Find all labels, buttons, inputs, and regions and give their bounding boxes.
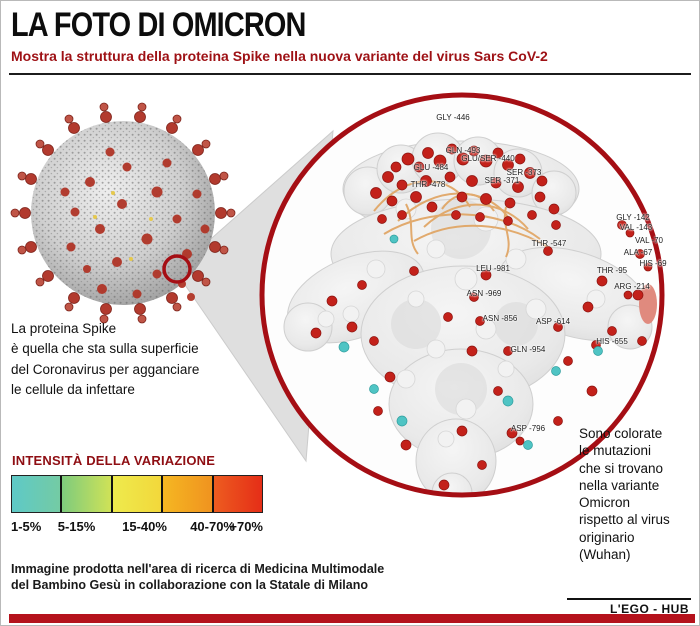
mutation-label: THR -478 [410, 180, 446, 189]
mutation-label: ARG -214 [614, 282, 650, 291]
legend-title: INTENSITÀ DELLA VARIAZIONE [12, 453, 216, 468]
scale-label: 1-5% [11, 519, 42, 534]
mutation-label: VAL -70 [634, 236, 664, 245]
mutation-label: ASP -614 [535, 317, 571, 326]
mutation-label: THR -547 [531, 239, 567, 248]
mutation-label: ASN -856 [482, 314, 518, 323]
brand-text: L'EGO - HUB [609, 602, 689, 616]
scale-labels: 1-5% 5-15% 15-40% 40-70% +70% [11, 519, 263, 535]
scale-label: 15-40% [122, 519, 167, 534]
header-divider [9, 73, 691, 75]
scale-segment-5 [211, 476, 263, 512]
coronavirus-illustration [10, 102, 236, 324]
page-title: LA FOTO DI OMICRON [11, 6, 306, 44]
scale-segment-3 [110, 476, 162, 512]
mutation-label: GLN -954 [510, 345, 546, 354]
credit-text: Immagine prodotta nell'area di ricerca d… [11, 562, 385, 593]
intensity-scale [11, 475, 263, 513]
scale-segment-4 [161, 476, 212, 512]
mutation-label: ALA -67 [623, 248, 653, 257]
mutation-label: GLY -446 [436, 113, 470, 122]
scale-label: 40-70% [190, 519, 235, 534]
mutation-label: HIS -655 [596, 337, 628, 346]
scale-label: +70% [229, 519, 263, 534]
mutation-label: VAL -143 [619, 223, 653, 232]
mutation-label: ASP -796 [510, 424, 546, 433]
scale-segment-1 [12, 476, 61, 512]
red-mutation-blobs [310, 143, 653, 491]
scale-segment-2 [60, 476, 111, 512]
mutation-label: ASN -969 [466, 289, 502, 298]
mutation-label: GLY -142 [616, 213, 650, 222]
page-subtitle: Mostra la struttura della proteina Spike… [11, 48, 548, 64]
protein-texture [317, 198, 606, 448]
mutation-label: HIS -69 [639, 259, 667, 268]
mutations-caption: Sono colorate le mutazioni che si trovan… [579, 426, 670, 562]
mutation-label: THR -95 [596, 266, 628, 275]
spike-protein-zoom: GLY -446 GLN -493 GLU/SER -440 GLU -484 … [256, 89, 668, 501]
mutation-label: LEU -981 [476, 264, 510, 273]
virus-yellow-dots [93, 191, 153, 261]
spike-protein-illustration [259, 92, 665, 498]
mutation-label: GLN -493 [445, 146, 481, 155]
bottom-red-bar [9, 614, 695, 623]
mutation-label: GLU -484 [413, 163, 449, 172]
edge-mutation-blob [639, 284, 657, 324]
mutation-label: SER -371 [484, 176, 520, 185]
mutation-label: SER -373 [506, 168, 542, 177]
cyan-mutation-blobs [338, 234, 603, 450]
mutation-label: GLU/SER -440 [461, 154, 515, 163]
scale-label: 5-15% [57, 519, 96, 534]
brand-divider [567, 598, 691, 600]
spike-caption: La proteina Spike è quella che sta sulla… [11, 321, 200, 397]
